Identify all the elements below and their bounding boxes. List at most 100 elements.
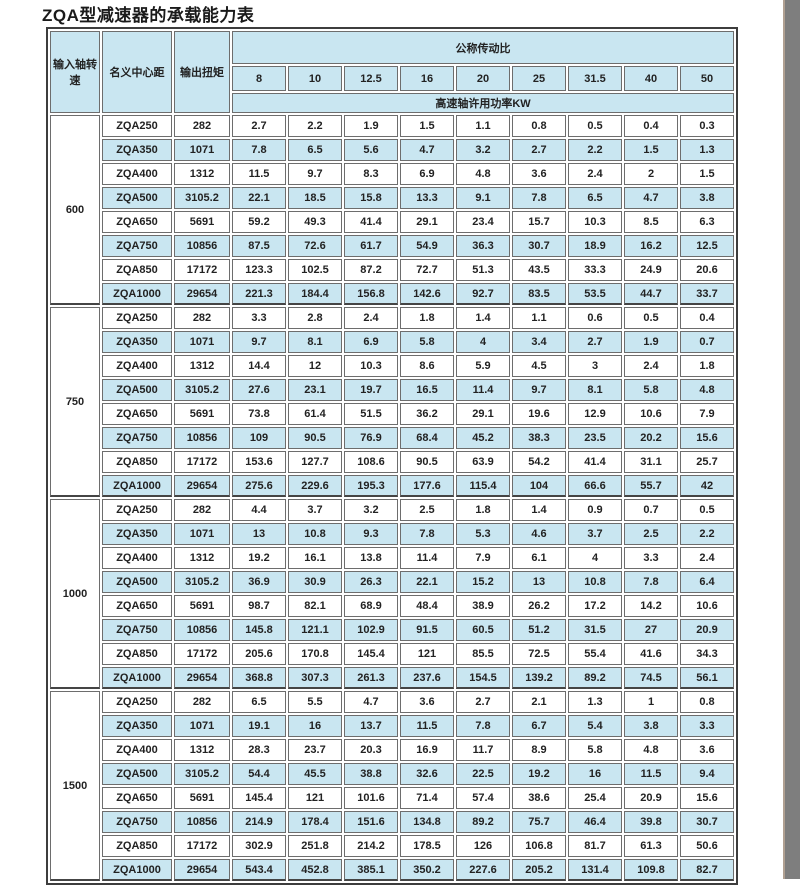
model-cell: ZQA350 — [102, 715, 172, 737]
power-value-cell: 350.2 — [400, 859, 454, 881]
model-cell: ZQA650 — [102, 787, 172, 809]
power-value-cell: 1.5 — [680, 163, 734, 185]
power-value-cell: 139.2 — [512, 667, 566, 689]
header-input-speed: 输入轴转速 — [50, 31, 100, 113]
torque-cell: 10856 — [174, 235, 230, 257]
power-value-cell: 5.8 — [568, 739, 622, 761]
power-value-cell: 115.4 — [456, 475, 510, 497]
table-row: ZQA350 1071 7.8 6.5 5.6 4.7 3.2 2.7 2.2 1.5 1.3 — [50, 139, 734, 161]
power-value-cell: 4.8 — [456, 163, 510, 185]
table-row: ZQA650 5691 59.2 49.3 41.4 29.1 23.4 15.7 10.3 8.… — [50, 211, 734, 233]
power-value-cell: 75.7 — [512, 811, 566, 833]
power-value-cell: 8.3 — [344, 163, 398, 185]
power-value-cell: 154.5 — [456, 667, 510, 689]
power-value-cell: 10.6 — [680, 595, 734, 617]
power-value-cell: 11.5 — [232, 163, 286, 185]
power-value-cell: 9.7 — [512, 379, 566, 401]
header-ratio-group: 公称传动比 — [232, 31, 734, 64]
power-value-cell: 121 — [288, 787, 342, 809]
power-value-cell: 101.6 — [344, 787, 398, 809]
power-value-cell: 38.8 — [344, 763, 398, 785]
power-value-cell: 0.5 — [568, 115, 622, 137]
torque-cell: 282 — [174, 691, 230, 713]
power-value-cell: 9.1 — [456, 187, 510, 209]
power-value-cell: 6.3 — [680, 211, 734, 233]
table-row: ZQA500 3105.2 22.1 18.5 15.8 13.3 9.1 7.8 6.5 4.7… — [50, 187, 734, 209]
power-value-cell: 214.2 — [344, 835, 398, 857]
power-value-cell: 1.1 — [512, 307, 566, 329]
power-value-cell: 12.9 — [568, 403, 622, 425]
power-value-cell: 11.5 — [400, 715, 454, 737]
power-value-cell: 81.7 — [568, 835, 622, 857]
power-value-cell: 3.6 — [400, 691, 454, 713]
power-value-cell: 2.8 — [288, 307, 342, 329]
power-value-cell: 23.1 — [288, 379, 342, 401]
power-value-cell: 16 — [288, 715, 342, 737]
power-value-cell: 13.7 — [344, 715, 398, 737]
power-value-cell: 51.5 — [344, 403, 398, 425]
power-value-cell: 0.7 — [680, 331, 734, 353]
power-value-cell: 10.3 — [568, 211, 622, 233]
table-row: ZQA400 1312 14.4 12 10.3 8.6 5.9 4.5 3 2.4 1.8 — [50, 355, 734, 377]
model-cell: ZQA650 — [102, 403, 172, 425]
model-cell: ZQA1000 — [102, 667, 172, 689]
power-value-cell: 205.2 — [512, 859, 566, 881]
torque-cell: 1312 — [174, 163, 230, 185]
power-value-cell: 26.2 — [512, 595, 566, 617]
power-value-cell: 275.6 — [232, 475, 286, 497]
model-cell: ZQA750 — [102, 427, 172, 449]
power-value-cell: 87.5 — [232, 235, 286, 257]
power-value-cell: 29.1 — [456, 403, 510, 425]
power-value-cell: 7.8 — [400, 523, 454, 545]
power-value-cell: 134.8 — [400, 811, 454, 833]
power-value-cell: 72.6 — [288, 235, 342, 257]
power-value-cell: 9.4 — [680, 763, 734, 785]
power-value-cell: 1.4 — [512, 499, 566, 521]
power-value-cell: 1.1 — [456, 115, 510, 137]
power-value-cell: 41.4 — [344, 211, 398, 233]
power-value-cell: 15.6 — [680, 787, 734, 809]
power-value-cell: 10.6 — [624, 403, 678, 425]
power-value-cell: 151.6 — [344, 811, 398, 833]
table-row: 750 ZQA250 282 3.3 2.8 2.4 1.8 1.4 1.1 0.6 0.5 0.4 — [50, 307, 734, 497]
model-cell: ZQA400 — [102, 355, 172, 377]
power-value-cell: 15.2 — [456, 571, 510, 593]
power-value-cell: 45.5 — [288, 763, 342, 785]
power-value-cell: 1.5 — [400, 115, 454, 137]
power-value-cell: 3.2 — [344, 499, 398, 521]
power-value-cell: 15.7 — [512, 211, 566, 233]
power-value-cell: 2 — [624, 163, 678, 185]
power-value-cell: 54.2 — [512, 451, 566, 473]
power-value-cell: 12.5 — [680, 235, 734, 257]
power-value-cell: 229.6 — [288, 475, 342, 497]
torque-cell: 1312 — [174, 547, 230, 569]
model-cell: ZQA250 — [102, 499, 172, 521]
power-value-cell: 68.4 — [400, 427, 454, 449]
power-value-cell: 3.8 — [680, 187, 734, 209]
power-value-cell: 12 — [288, 355, 342, 377]
power-value-cell: 123.3 — [232, 259, 286, 281]
power-value-cell: 221.3 — [232, 283, 286, 305]
scrollbar-thumb[interactable] — [783, 0, 800, 879]
power-value-cell: 8.1 — [568, 379, 622, 401]
power-value-cell: 91.5 — [400, 619, 454, 641]
power-value-cell: 22.1 — [232, 187, 286, 209]
power-value-cell: 27 — [624, 619, 678, 641]
power-value-cell: 0.5 — [680, 499, 734, 521]
power-value-cell: 16.2 — [624, 235, 678, 257]
power-value-cell: 4.7 — [400, 139, 454, 161]
power-value-cell: 4.8 — [680, 379, 734, 401]
model-cell: ZQA500 — [102, 187, 172, 209]
power-value-cell: 1.5 — [624, 139, 678, 161]
torque-cell: 3105.2 — [174, 187, 230, 209]
power-value-cell: 3.2 — [456, 139, 510, 161]
table-row: ZQA1000 29654 275.6 229.6 195.3 177.6 115.4 104… — [50, 475, 734, 497]
power-value-cell: 1.8 — [400, 307, 454, 329]
power-value-cell: 3.3 — [232, 307, 286, 329]
torque-cell: 1071 — [174, 523, 230, 545]
power-value-cell: 10.8 — [568, 571, 622, 593]
power-value-cell: 4.7 — [624, 187, 678, 209]
power-value-cell: 108.6 — [344, 451, 398, 473]
model-cell: ZQA500 — [102, 763, 172, 785]
power-value-cell: 71.4 — [400, 787, 454, 809]
